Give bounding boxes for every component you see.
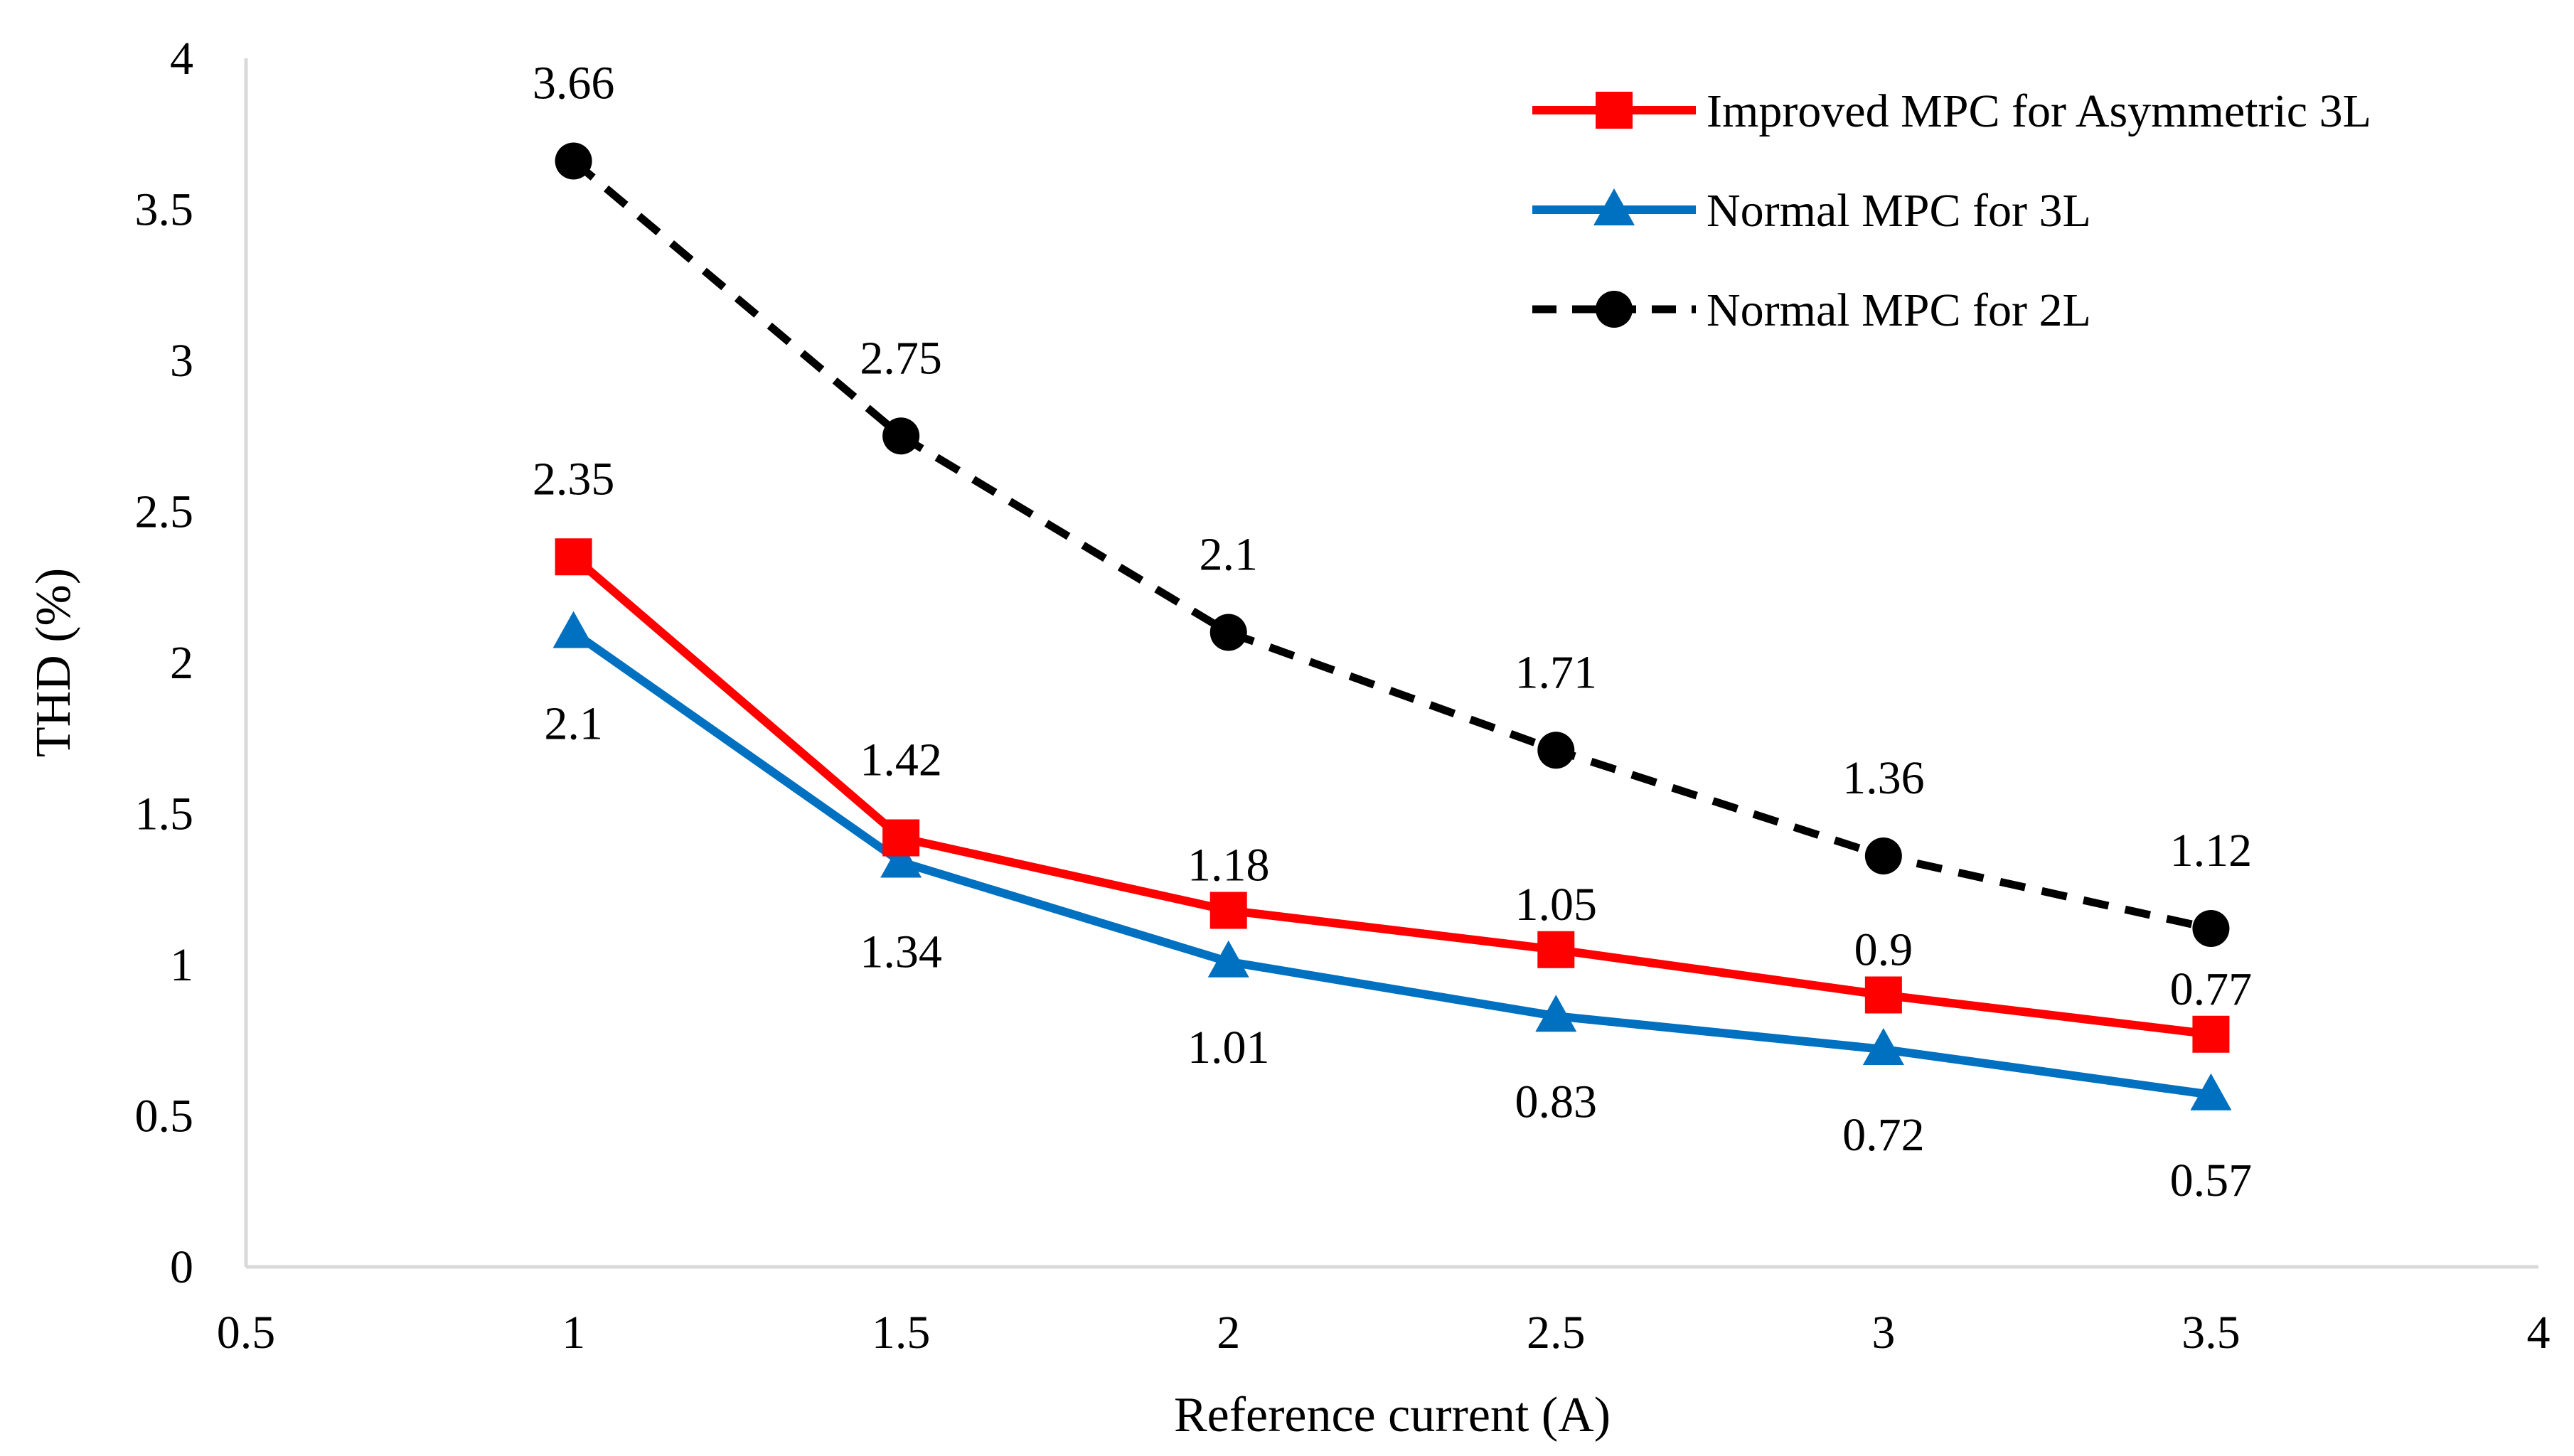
data-labels: 2.35 1.42 1.18 1.05 0.9 0.77 2.1 1.34 1.01 0.83 0.… — [533, 58, 2252, 1206]
x-tick-label: 2 — [1217, 1307, 1240, 1359]
y-tick-label: 3.5 — [135, 184, 194, 236]
data-label: 0.77 — [2170, 963, 2253, 1015]
legend-label: Normal MPC for 2L — [1707, 284, 2091, 336]
y-axis-title: THD (%) — [26, 568, 81, 757]
data-point-marker — [1207, 940, 1249, 978]
data-label: 0.72 — [1842, 1109, 1925, 1161]
y-tick-label: 0 — [170, 1241, 193, 1293]
data-point-marker — [1535, 995, 1577, 1032]
data-point-marker — [1537, 732, 1575, 769]
data-point-marker — [1209, 892, 1247, 929]
data-point-marker — [552, 611, 594, 648]
x-axis-title: Reference current (A) — [1174, 1388, 1611, 1442]
y-tick-label: 1 — [170, 939, 193, 991]
series-line — [570, 553, 2212, 1039]
data-label: 1.12 — [2170, 825, 2253, 877]
data-label: 1.34 — [860, 926, 942, 978]
series-0 — [555, 538, 2230, 1053]
data-point-marker — [555, 538, 592, 576]
legend-marker — [1593, 188, 1635, 225]
legend-item: Normal MPC for 3L — [1532, 185, 2091, 237]
data-point-marker — [1864, 837, 1902, 874]
x-tick-label: 2.5 — [1527, 1307, 1586, 1359]
data-label: 1.42 — [860, 734, 942, 786]
legend-marker — [1596, 291, 1633, 328]
y-tick-label: 4 — [170, 33, 193, 85]
data-point-marker — [1862, 1028, 1904, 1065]
data-label: 1.36 — [1842, 752, 1925, 804]
data-point-marker — [555, 142, 592, 180]
data-label: 2.75 — [860, 332, 942, 384]
data-point-marker — [2190, 1073, 2232, 1110]
legend-item: Improved MPC for Asymmetric 3L — [1532, 85, 2371, 137]
data-label: 0.57 — [2170, 1155, 2253, 1206]
data-label: 2.1 — [544, 698, 603, 750]
data-label: 1.01 — [1187, 1022, 1270, 1074]
data-point-marker — [2192, 910, 2230, 947]
series-2 — [555, 142, 2230, 947]
data-point-marker — [882, 819, 920, 857]
legend-marker — [1596, 92, 1633, 129]
data-label: 3.66 — [533, 58, 615, 109]
legend: Improved MPC for Asymmetric 3L Normal MPC… — [1532, 85, 2371, 336]
data-label: 2.1 — [1199, 529, 1258, 581]
data-label: 2.35 — [533, 453, 615, 505]
data-label: 0.83 — [1515, 1076, 1598, 1128]
data-point-marker — [1864, 976, 1902, 1014]
data-label: 1.18 — [1187, 840, 1270, 892]
data-label: 1.71 — [1515, 646, 1598, 698]
x-tick-label: 3 — [1871, 1307, 1895, 1359]
x-tick-label: 0.5 — [217, 1307, 276, 1359]
y-tick-label: 2 — [170, 637, 193, 689]
y-tick-label: 1.5 — [135, 788, 194, 840]
legend-item: Normal MPC for 2L — [1532, 284, 2091, 336]
y-tick-label: 0.5 — [135, 1091, 194, 1142]
y-tick-label: 2.5 — [135, 486, 194, 538]
data-point-marker — [2192, 1015, 2230, 1053]
data-label: 1.05 — [1515, 879, 1598, 931]
tick-labels: 0.5 1 1.5 2 2.5 3 3.5 4 0 0.5 1 1.5 2 2.5 3 3.5 4 — [135, 33, 2551, 1359]
data-point-marker — [880, 840, 922, 878]
series — [552, 142, 2232, 1110]
x-tick-label: 1 — [562, 1307, 585, 1359]
data-label: 0.9 — [1854, 924, 1913, 976]
x-tick-label: 4 — [2527, 1307, 2551, 1359]
series-line — [571, 158, 2212, 933]
data-point-marker — [1209, 614, 1247, 651]
series-1 — [552, 611, 2232, 1110]
data-point-marker — [1537, 931, 1575, 968]
data-point-marker — [882, 417, 920, 455]
legend-label: Improved MPC for Asymmetric 3L — [1707, 85, 2371, 137]
x-tick-label: 1.5 — [872, 1307, 931, 1359]
x-tick-label: 3.5 — [2182, 1307, 2241, 1359]
series-line — [571, 628, 2212, 1099]
axes — [244, 58, 2538, 1269]
y-tick-label: 3 — [170, 335, 193, 387]
legend-label: Normal MPC for 3L — [1707, 185, 2091, 237]
